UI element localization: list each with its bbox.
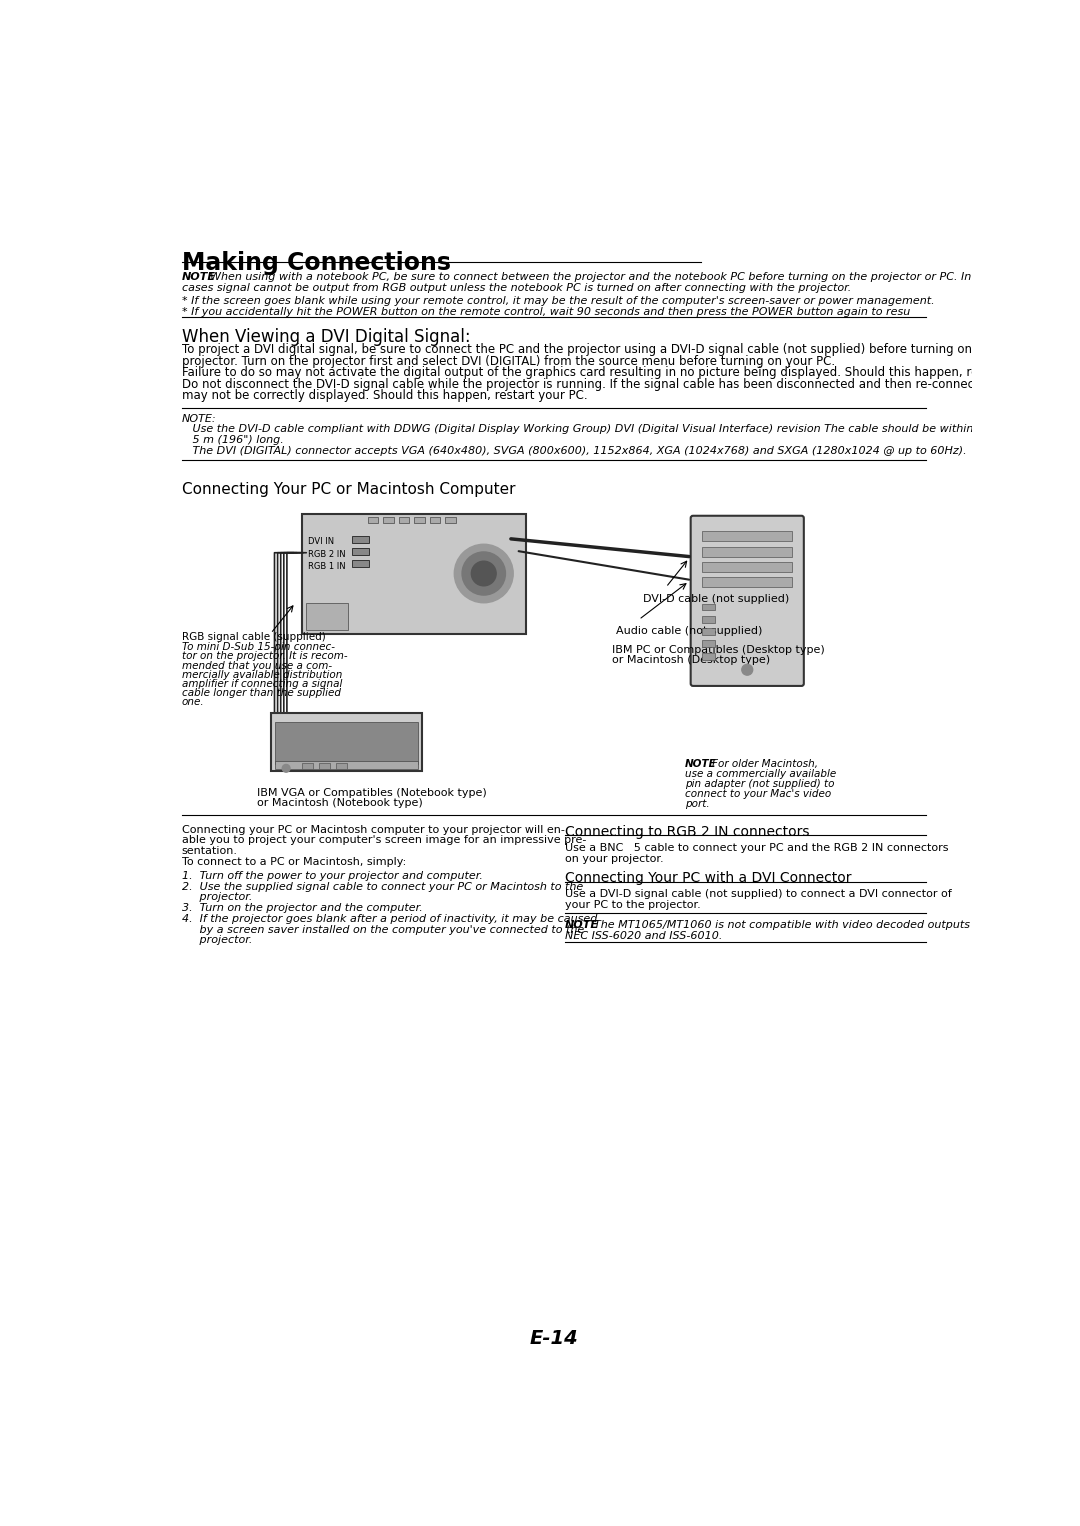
Bar [274,722,418,765]
Text: on your projector.: on your projector. [565,853,664,864]
Bar [352,560,369,568]
Text: by a screen saver installed on the computer you've connected to the: by a screen saver installed on the compu… [181,925,584,934]
Text: tor on the projector. It is recom-: tor on the projector. It is recom- [181,652,347,661]
Text: projector. Turn on the projector first and select DVI (DIGITAL) from the source : projector. Turn on the projector first a… [181,356,835,368]
Text: 5 m (196") long.: 5 m (196") long. [181,435,283,446]
Text: DVI IN: DVI IN [308,537,334,546]
Text: Connecting Your PC or Macintosh Computer: Connecting Your PC or Macintosh Computer [181,482,515,497]
Circle shape [282,765,291,772]
Bar [274,761,418,769]
Text: RGB 1 IN: RGB 1 IN [308,562,346,571]
Bar [702,604,715,610]
Text: 3.  Turn on the projector and the computer.: 3. Turn on the projector and the compute… [181,903,422,913]
Text: * If you accidentally hit the POWER button on the remote control, wait 90 second: * If you accidentally hit the POWER butt… [181,307,909,317]
FancyBboxPatch shape [691,516,804,685]
Text: Connecting to RGB 2 IN connectors: Connecting to RGB 2 IN connectors [565,824,810,838]
Bar [702,629,715,635]
Circle shape [471,562,496,586]
Bar [352,536,369,543]
Text: 1.  Turn off the power to your projector and computer.: 1. Turn off the power to your projector … [181,871,483,881]
Text: The DVI (DIGITAL) connector accepts VGA (640x480), SVGA (800x600), 1152x864, XGA: The DVI (DIGITAL) connector accepts VGA … [181,446,967,456]
Text: The MT1065/MT1060 is not compatible with video decoded outputs of: The MT1065/MT1060 is not compatible with… [594,920,984,929]
Bar [702,577,793,588]
Text: 4.  If the projector goes blank after a period of inactivity, it may be caused: 4. If the projector goes blank after a p… [181,914,597,923]
Text: NOTE:: NOTE: [181,414,216,424]
Text: port.: port. [685,800,710,809]
Text: may not be correctly displayed. Should this happen, restart your PC.: may not be correctly displayed. Should t… [181,389,588,403]
Text: To project a DVI digital signal, be sure to connect the PC and the projector usi: To project a DVI digital signal, be sure… [181,343,1037,356]
Text: cases signal cannot be output from RGB output unless the notebook PC is turned o: cases signal cannot be output from RGB o… [181,284,851,293]
Text: projector.: projector. [181,935,252,946]
Text: Failure to do so may not activate the digital output of the graphics card result: Failure to do so may not activate the di… [181,366,1058,380]
Text: Connecting your PC or Macintosh computer to your projector will en-: Connecting your PC or Macintosh computer… [181,824,565,835]
Circle shape [742,664,753,674]
Text: pin adapter (not supplied) to: pin adapter (not supplied) to [685,780,835,789]
Text: NOTE: NOTE [181,272,216,282]
Bar [383,517,394,523]
Text: Use a BNC   5 cable to connect your PC and the RGB 2 IN connectors: Use a BNC 5 cable to connect your PC and… [565,842,948,853]
Text: 2.  Use the supplied signal cable to connect your PC or Macintosh to the: 2. Use the supplied signal cable to conn… [181,882,583,891]
Text: IBM PC or Compatibles (Desktop type): IBM PC or Compatibles (Desktop type) [611,645,824,655]
Text: NOTE: NOTE [685,758,717,769]
Text: When using with a notebook PC, be sure to connect between the projector and the : When using with a notebook PC, be sure t… [211,272,1002,282]
Bar [271,713,422,771]
Bar [702,546,793,557]
Circle shape [462,552,505,595]
Text: or Macintosh (Desktop type): or Macintosh (Desktop type) [611,655,770,665]
Bar [301,514,526,633]
Bar [702,531,793,542]
Text: mended that you use a com-: mended that you use a com- [181,661,332,670]
Bar [319,763,330,769]
Bar [301,763,313,769]
Text: Use a DVI-D signal cable (not supplied) to connect a DVI connector of: Use a DVI-D signal cable (not supplied) … [565,890,951,899]
Text: Making Connections: Making Connections [181,250,450,275]
Text: When Viewing a DVI Digital Signal:: When Viewing a DVI Digital Signal: [181,328,470,346]
Text: cable longer than the supplied: cable longer than the supplied [181,688,340,699]
Text: E-14: E-14 [529,1329,578,1347]
Text: use a commercially available: use a commercially available [685,769,837,780]
Bar [702,617,715,623]
Text: projector.: projector. [181,893,252,902]
Bar [336,763,348,769]
Text: Do not disconnect the DVI-D signal cable while the projector is running. If the : Do not disconnect the DVI-D signal cable… [181,378,1056,391]
Text: For older Macintosh,: For older Macintosh, [713,758,819,769]
Text: To mini D-Sub 15-pin connec-: To mini D-Sub 15-pin connec- [181,642,335,652]
Text: sentation.: sentation. [181,845,238,856]
Text: mercially available distribution: mercially available distribution [181,670,342,679]
Bar [702,653,715,659]
Text: To connect to a PC or Macintosh, simply:: To connect to a PC or Macintosh, simply: [181,858,406,867]
Text: Audio cable (not supplied): Audio cable (not supplied) [616,626,761,636]
Bar [352,548,369,555]
Text: amplifier if connecting a signal: amplifier if connecting a signal [181,679,342,690]
Bar [445,517,456,523]
Bar [702,641,715,647]
Bar [367,517,378,523]
Text: able you to project your computer's screen image for an impressive pre-: able you to project your computer's scre… [181,835,585,845]
Bar [306,603,348,630]
Text: DVI-D cable (not supplied): DVI-D cable (not supplied) [643,594,788,603]
Bar [414,517,424,523]
Text: RGB signal cable (supplied): RGB signal cable (supplied) [181,632,325,642]
Text: IBM VGA or Compatibles (Notebook type): IBM VGA or Compatibles (Notebook type) [257,789,487,798]
Bar [430,517,441,523]
Text: NOTE: NOTE [565,920,599,929]
Text: your PC to the projector.: your PC to the projector. [565,900,701,909]
Text: one.: one. [181,697,204,708]
Text: Use the DVI-D cable compliant with DDWG (Digital Display Working Group) DVI (Dig: Use the DVI-D cable compliant with DDWG … [181,424,973,433]
Text: Connecting Your PC with a DVI Connector: Connecting Your PC with a DVI Connector [565,871,852,885]
Text: * If the screen goes blank while using your remote control, it may be the result: * If the screen goes blank while using y… [181,296,934,305]
Bar [399,517,409,523]
Text: connect to your Mac's video: connect to your Mac's video [685,789,832,800]
Text: or Macintosh (Notebook type): or Macintosh (Notebook type) [257,798,423,809]
Text: NEC ISS-6020 and ISS-6010.: NEC ISS-6020 and ISS-6010. [565,931,723,942]
Circle shape [455,545,513,603]
Text: RGB 2 IN: RGB 2 IN [308,549,346,559]
Bar [702,562,793,572]
